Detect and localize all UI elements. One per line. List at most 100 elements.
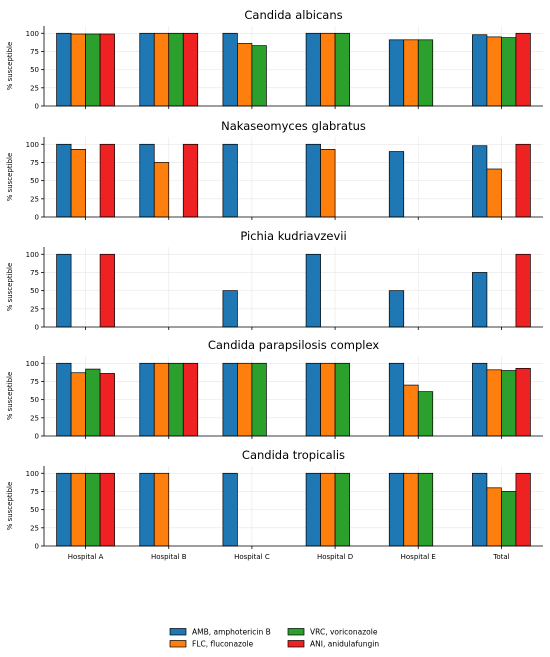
bar bbox=[486, 36, 502, 107]
bar bbox=[388, 39, 405, 107]
bar bbox=[501, 491, 517, 547]
y-tick-label: 0 bbox=[35, 433, 39, 441]
bar bbox=[305, 143, 321, 218]
x-tick-label: Hospital E bbox=[401, 553, 436, 561]
bar bbox=[515, 472, 531, 547]
bar bbox=[417, 472, 434, 547]
bar bbox=[515, 368, 531, 437]
y-tick-label: 75 bbox=[30, 159, 39, 167]
bar bbox=[182, 143, 199, 218]
y-tick-label: 25 bbox=[30, 195, 39, 203]
bar bbox=[305, 362, 321, 437]
y-axis-label: % susceptible bbox=[6, 153, 14, 202]
bar bbox=[403, 39, 419, 107]
bar bbox=[388, 362, 405, 437]
legend-label: VRC, voriconazole bbox=[310, 628, 378, 637]
y-tick-label: 0 bbox=[35, 103, 39, 111]
bar bbox=[388, 472, 405, 547]
panel-4: Candida parapsilosis complex 0 25 50 75 100 % … bbox=[6, 338, 543, 441]
legend-swatch bbox=[169, 628, 187, 636]
y-tick-label: 75 bbox=[30, 378, 39, 386]
bar bbox=[305, 32, 321, 107]
bar bbox=[99, 33, 115, 107]
bar bbox=[515, 143, 531, 218]
bar bbox=[99, 472, 115, 547]
bar bbox=[222, 32, 238, 107]
bar bbox=[472, 272, 488, 328]
bar bbox=[153, 32, 170, 107]
y-tick-label: 25 bbox=[30, 414, 39, 422]
bar bbox=[472, 145, 488, 218]
x-tick-label: Hospital B bbox=[151, 553, 187, 561]
y-tick-label: 50 bbox=[30, 66, 39, 74]
bar bbox=[99, 373, 115, 437]
y-tick-label: 100 bbox=[26, 360, 39, 368]
legend-label: ANI, anidulafungin bbox=[310, 640, 379, 649]
y-tick-label: 100 bbox=[26, 30, 39, 38]
bar bbox=[70, 372, 86, 437]
y-tick-label: 50 bbox=[30, 396, 39, 404]
bar bbox=[486, 487, 502, 547]
y-tick-label: 100 bbox=[26, 470, 39, 478]
legend-label: FLC, fluconazole bbox=[192, 640, 254, 649]
y-tick-label: 0 bbox=[35, 324, 39, 332]
y-axis-label: % susceptible bbox=[6, 372, 14, 421]
bar bbox=[99, 143, 115, 218]
y-tick-label: 25 bbox=[30, 84, 39, 92]
bar bbox=[501, 37, 517, 107]
bar bbox=[222, 362, 238, 437]
bar bbox=[222, 143, 238, 218]
bar bbox=[388, 290, 405, 328]
panel-title: Candida parapsilosis complex bbox=[208, 338, 379, 352]
bar bbox=[56, 253, 72, 328]
bar bbox=[56, 32, 72, 107]
bar bbox=[515, 253, 531, 328]
x-tick-label: Hospital D bbox=[317, 553, 353, 561]
bar bbox=[251, 45, 267, 107]
panel-title: Nakaseomyces glabratus bbox=[221, 119, 366, 133]
y-tick-label: 0 bbox=[35, 214, 39, 222]
bar bbox=[472, 362, 488, 437]
bar bbox=[222, 472, 238, 547]
bar bbox=[182, 32, 199, 107]
y-tick-label: 50 bbox=[30, 506, 39, 514]
y-tick-label: 75 bbox=[30, 488, 39, 496]
x-tick-label: Hospital C bbox=[234, 553, 270, 561]
y-tick-label: 50 bbox=[30, 177, 39, 185]
bar bbox=[334, 32, 350, 107]
bar bbox=[486, 369, 502, 437]
bar bbox=[417, 391, 434, 437]
y-tick-label: 25 bbox=[30, 305, 39, 313]
y-tick-label: 25 bbox=[30, 524, 39, 532]
bar bbox=[153, 162, 170, 218]
legend-item: VRC, voriconazole bbox=[287, 628, 378, 637]
bar bbox=[56, 143, 72, 218]
legend: AMB, amphotericin B FLC, fluconazole VRC, … bbox=[169, 628, 379, 649]
bar bbox=[70, 149, 86, 218]
y-tick-label: 100 bbox=[26, 251, 39, 259]
bar bbox=[153, 472, 170, 547]
bar bbox=[56, 362, 72, 437]
bar bbox=[70, 33, 86, 107]
y-tick-label: 0 bbox=[35, 543, 39, 551]
panel-1: Candida albicans 0 25 50 75 100 % susceptible bbox=[6, 8, 543, 111]
bar bbox=[153, 362, 170, 437]
bar bbox=[334, 362, 350, 437]
bar bbox=[334, 472, 350, 547]
bar bbox=[305, 472, 321, 547]
bar bbox=[403, 384, 419, 437]
bar bbox=[168, 32, 184, 107]
bar bbox=[320, 32, 336, 107]
y-axis-label: % susceptible bbox=[6, 482, 14, 531]
bar bbox=[85, 368, 101, 437]
bar bbox=[501, 370, 517, 437]
bar bbox=[139, 362, 155, 437]
bar bbox=[472, 34, 488, 107]
bar bbox=[56, 472, 72, 547]
legend-swatch bbox=[287, 628, 305, 636]
bar bbox=[320, 149, 336, 218]
legend-item: ANI, anidulafungin bbox=[287, 640, 379, 649]
legend-label: AMB, amphotericin B bbox=[192, 628, 271, 637]
bar bbox=[403, 472, 419, 547]
